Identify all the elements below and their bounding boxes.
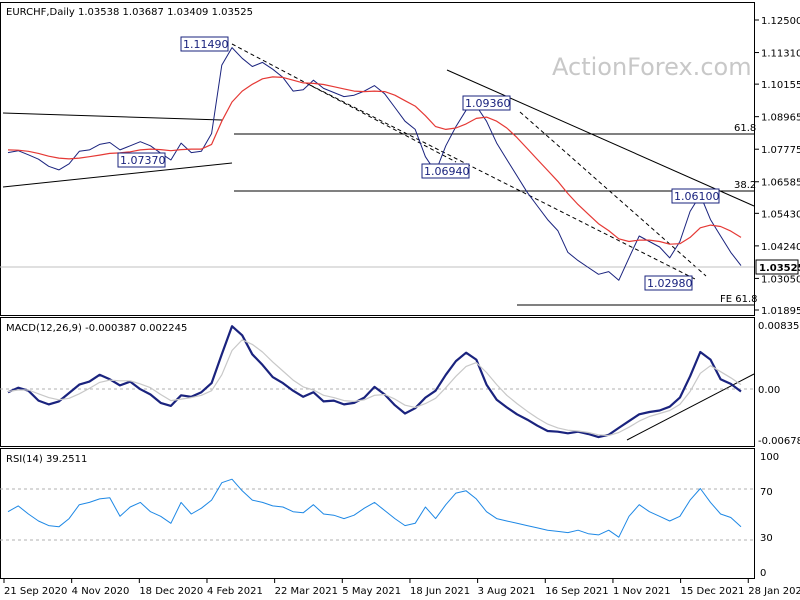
y-tick-label: 1.08965 (761, 113, 800, 124)
x-axis: 21 Sep 2020 4 Nov 2020 18 Dec 2020 4 Feb 20… (3, 579, 800, 597)
last-price-label: 1.03525 (759, 263, 800, 274)
rsi-tick-label: 30 (760, 533, 773, 544)
rsi-line (7, 478, 742, 538)
macd-panel-title: MACD(12,26,9) -0.000387 0.002245 (6, 323, 187, 334)
price-panel (0, 2, 755, 316)
last-price-tag: 1.03525 (755, 259, 800, 275)
x-tick-label: 22 Mar 2021 (275, 586, 338, 597)
price-marks (7, 47, 742, 281)
y-tick-label: 1.05430 (761, 209, 800, 220)
macd-tick-label: 0.00 (758, 385, 780, 396)
rsi-panel-title: RSI(14) 39.2511 (6, 454, 87, 465)
rsi-tick-label: 70 (760, 487, 773, 498)
annotation-label: 1.07370 (120, 154, 166, 167)
annotation-label: 1.06940 (424, 165, 470, 178)
rsi-tick-label: 0 (760, 568, 766, 579)
x-tick-label: 28 Jan 2022 (748, 586, 800, 597)
price-series-line (7, 47, 742, 281)
annotation-label: 1.11490 (183, 38, 229, 51)
y-tick-label: 1.04240 (761, 242, 800, 253)
trend-lines (2, 69, 755, 441)
x-tick-label: 4 Feb 2021 (207, 586, 263, 597)
x-tick-label: 1 Nov 2021 (613, 586, 671, 597)
x-tick-label: 16 Sep 2021 (545, 586, 608, 597)
annotation-label: 1.09360 (465, 97, 511, 110)
fe-61-8-label: FE 61.8 (720, 294, 758, 305)
annotation-1-07370: 1.07370 (117, 152, 166, 168)
triangle-lower-line (2, 162, 233, 188)
y-tick-label: 1.07775 (761, 145, 800, 156)
rsi-panel (0, 448, 755, 579)
macd-tick-label: -0.006788 (758, 436, 800, 447)
annotation-label: 1.02980 (647, 277, 693, 290)
triangle-upper-line (2, 112, 223, 121)
x-tick-label: 5 May 2021 (342, 586, 401, 597)
macd-axis: 0.008353 0.00 -0.006788 (758, 321, 800, 447)
x-tick-label: 15 Dec 2021 (681, 586, 745, 597)
long-downtrend-line (446, 69, 755, 207)
rsi-axis: 100 70 30 0 (760, 452, 779, 579)
price-axis: 1.12500 1.11310 1.10155 1.08965 1.07775 1.065… (755, 16, 800, 317)
watermark: ActionForex.com (552, 53, 752, 81)
fib-61-8-label: 61.8 (734, 123, 756, 134)
y-tick-label: 1.03050 (761, 274, 800, 285)
x-tick-label: 18 Jun 2021 (410, 586, 470, 597)
rsi-tick-label: 100 (760, 452, 779, 463)
macd-tick-label: 0.008353 (758, 321, 800, 332)
y-tick-label: 1.01895 (761, 306, 800, 317)
x-tick-label: 3 Aug 2021 (478, 586, 536, 597)
fib-38-2-label: 38.2 (734, 180, 756, 191)
annotation-1-06940: 1.06940 (421, 163, 470, 179)
annotation-label: 1.06100 (674, 190, 720, 203)
x-tick-label: 4 Nov 2020 (72, 586, 130, 597)
y-tick-label: 1.12500 (761, 16, 800, 27)
macd-signal-line (7, 339, 742, 437)
y-tick-label: 1.06585 (761, 178, 800, 189)
y-tick-label: 1.10155 (761, 80, 800, 91)
macd-line (7, 325, 742, 439)
macd-panel (0, 317, 755, 447)
y-tick-label: 1.11310 (761, 49, 800, 60)
x-tick-label: 21 Sep 2020 (4, 586, 67, 597)
price-panel-title: EURCHF,Daily 1.03538 1.03687 1.03409 1.0… (6, 7, 253, 18)
annotation-1-06100: 1.06100 (671, 188, 720, 204)
annotation-1-11490: 1.11490 (180, 36, 229, 52)
channel-lower-dashed (309, 84, 698, 281)
x-tick-label: 18 Dec 2020 (139, 586, 203, 597)
rsi-marks (7, 478, 742, 538)
annotation-1-09360: 1.09360 (462, 95, 511, 111)
annotation-1-02980: 1.02980 (644, 275, 693, 291)
moving-average-line (7, 76, 742, 245)
channel-upper-dashed (231, 43, 457, 163)
macd-marks (7, 325, 742, 439)
